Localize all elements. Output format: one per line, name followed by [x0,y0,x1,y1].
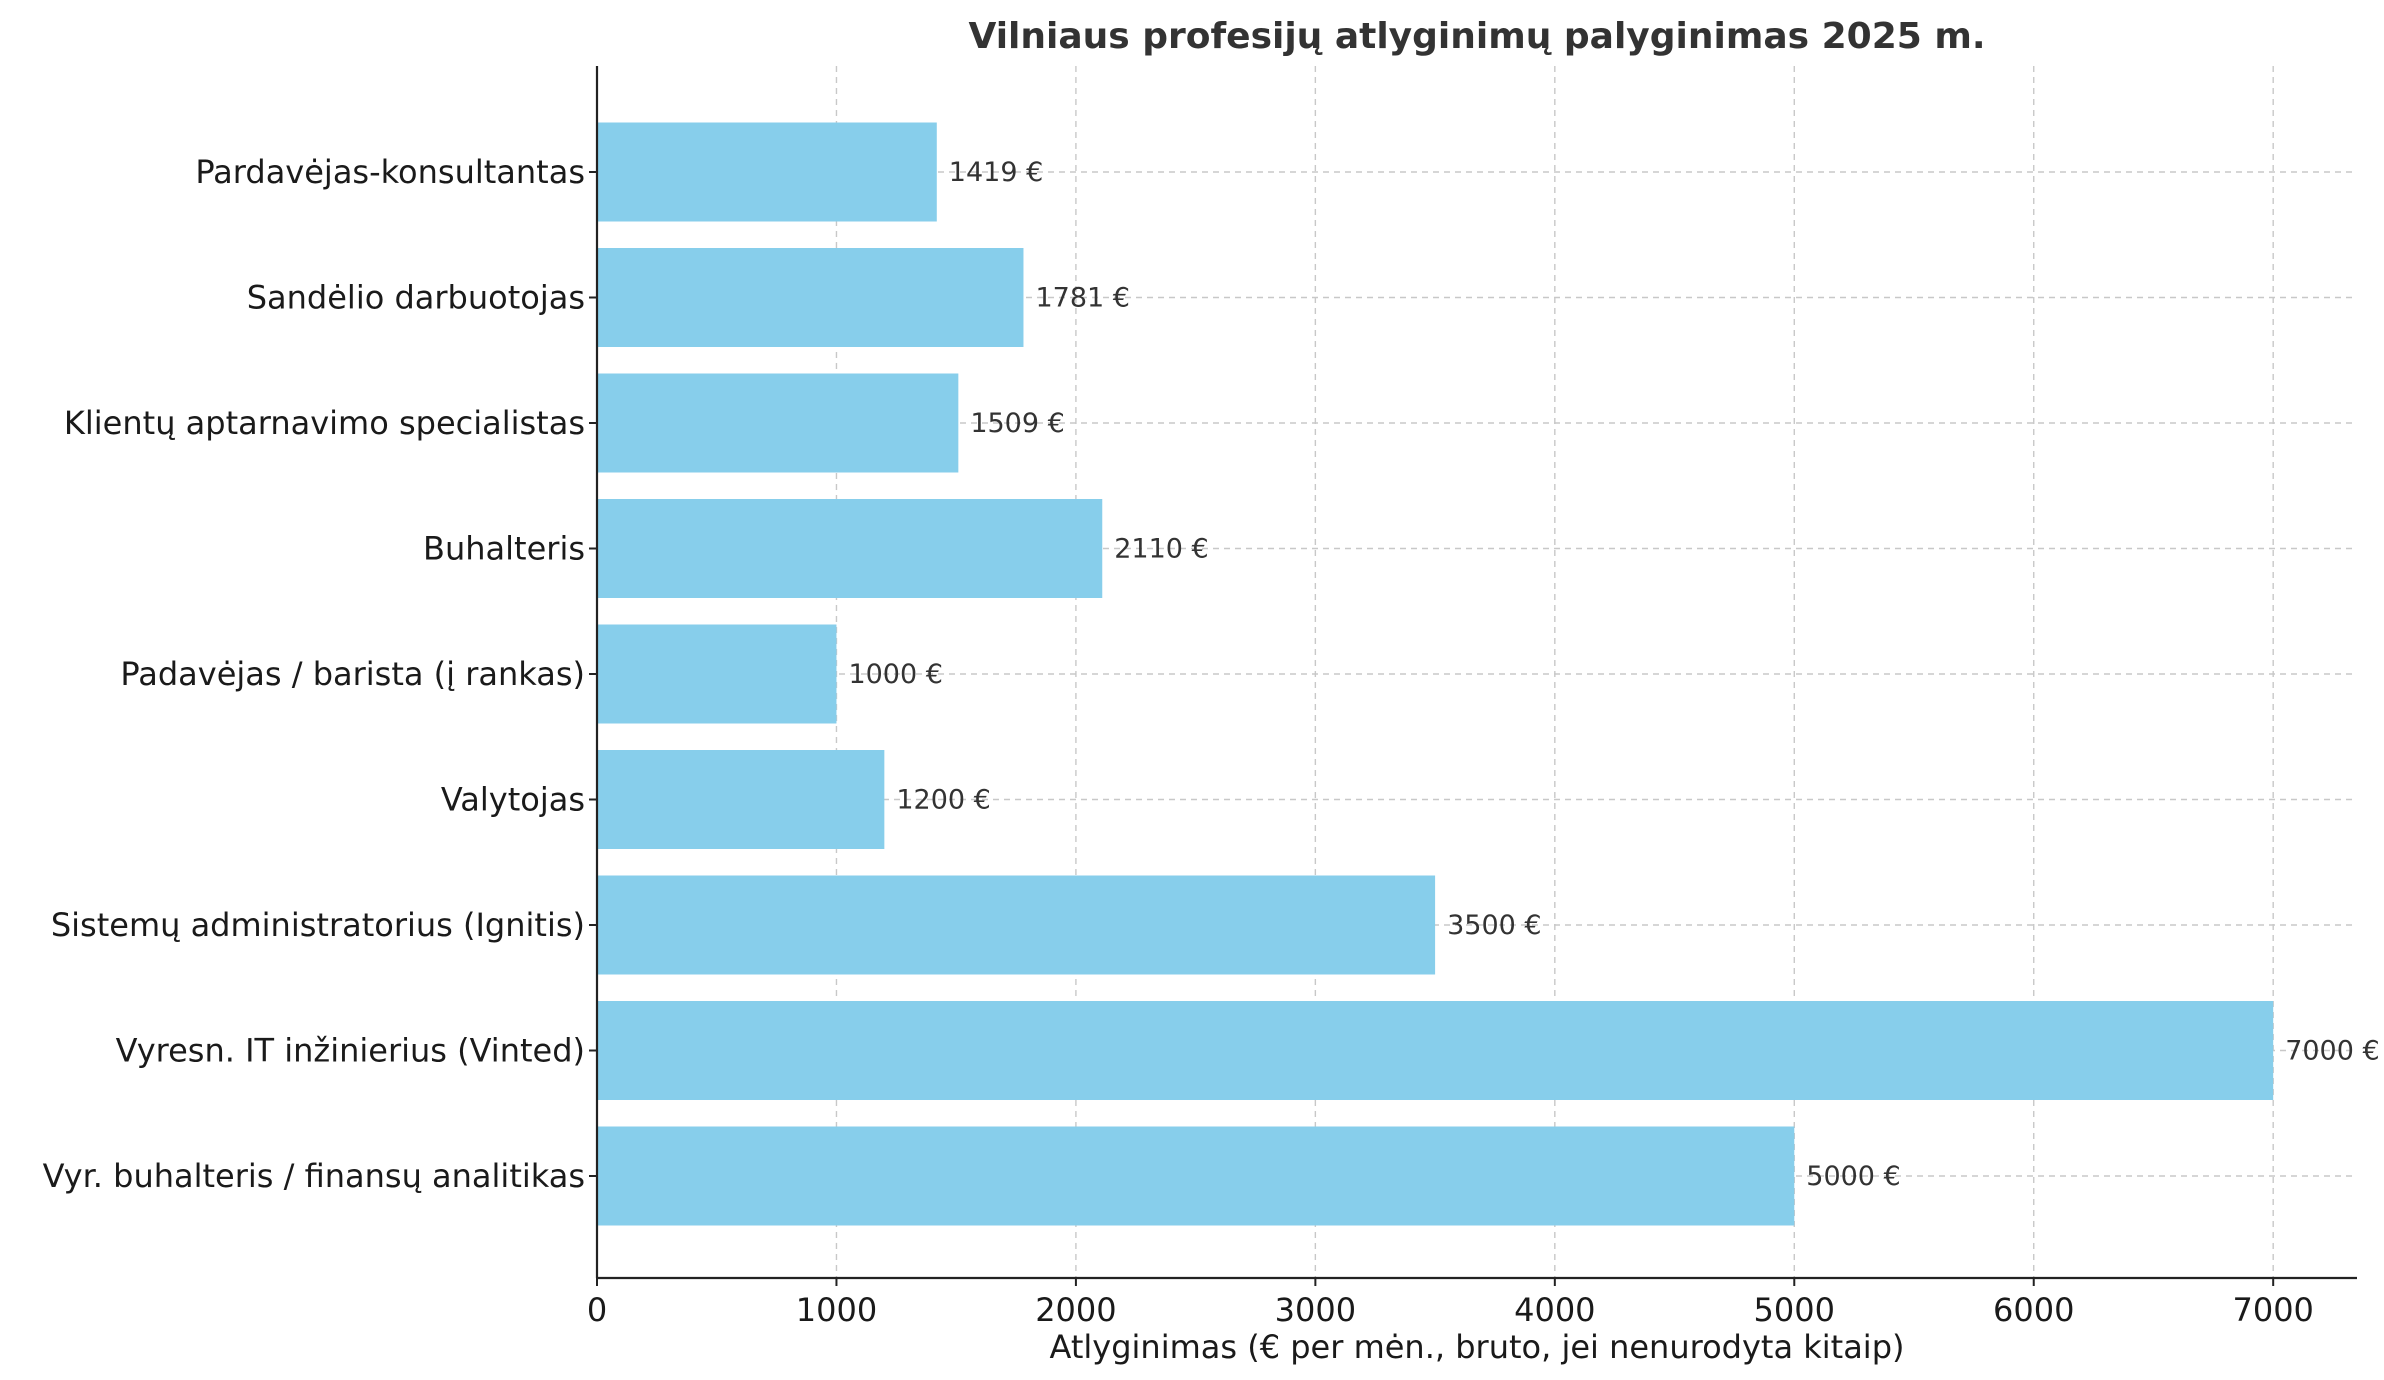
bar-value-label: 1509 € [970,408,1064,439]
category-label: Buhalteris [423,530,585,568]
category-label: Vyresn. IT inžinierius (Vinted) [116,1032,585,1070]
bar [597,499,1103,598]
x-tick-label: 2000 [1035,1291,1116,1329]
bar-value-label: 1200 € [896,785,990,816]
x-tick-label: 4000 [1514,1291,1595,1329]
category-label: Pardavėjas-konsultantas [195,153,585,191]
bar [597,624,837,724]
category-label: Padavėjas / barista (į rankas) [120,655,585,693]
bar-value-label: 7000 € [2285,1036,2379,1067]
bar [597,1126,1795,1226]
bars-layer [597,122,2274,1226]
bar [597,1001,2274,1100]
bar-value-label: 1000 € [848,659,942,690]
labels-layer: 1419 € Pardavėjas-konsultantas 1781 € Sandė… [43,153,2380,1329]
x-tick-label: 1000 [796,1291,877,1329]
x-tick-label: 7000 [2232,1291,2313,1329]
bar [597,750,885,849]
bar [597,122,937,222]
category-label: Klientų aptarnavimo specialistas [64,404,585,442]
x-tick-label: 5000 [1754,1291,1835,1329]
bar [597,373,959,473]
bar-value-label: 5000 € [1806,1161,1900,1192]
bar-value-label: 3500 € [1447,910,1541,941]
x-tick-label: 3000 [1275,1291,1356,1329]
bar-value-label: 1419 € [949,157,1043,188]
category-label: Valytojas [441,781,585,819]
x-axis-label: Atlyginimas (€ per mėn., bruto, jei nenu… [1050,1328,1905,1366]
chart-title: Vilniaus profesijų atlyginimų palyginima… [968,16,1985,57]
bar [597,248,1024,347]
category-label: Sistemų administratorius (Ignitis) [51,906,585,944]
x-tick-label: 6000 [1993,1291,2074,1329]
category-label: Sandėlio darbuotojas [247,279,585,317]
bar-value-label: 2110 € [1114,534,1208,565]
x-tick-label: 0 [587,1291,607,1329]
category-label: Vyr. buhalteris / finansų analitikas [43,1157,585,1195]
bar [597,875,1436,975]
axes-layer [589,66,2357,1286]
bar-value-label: 1781 € [1035,283,1129,314]
